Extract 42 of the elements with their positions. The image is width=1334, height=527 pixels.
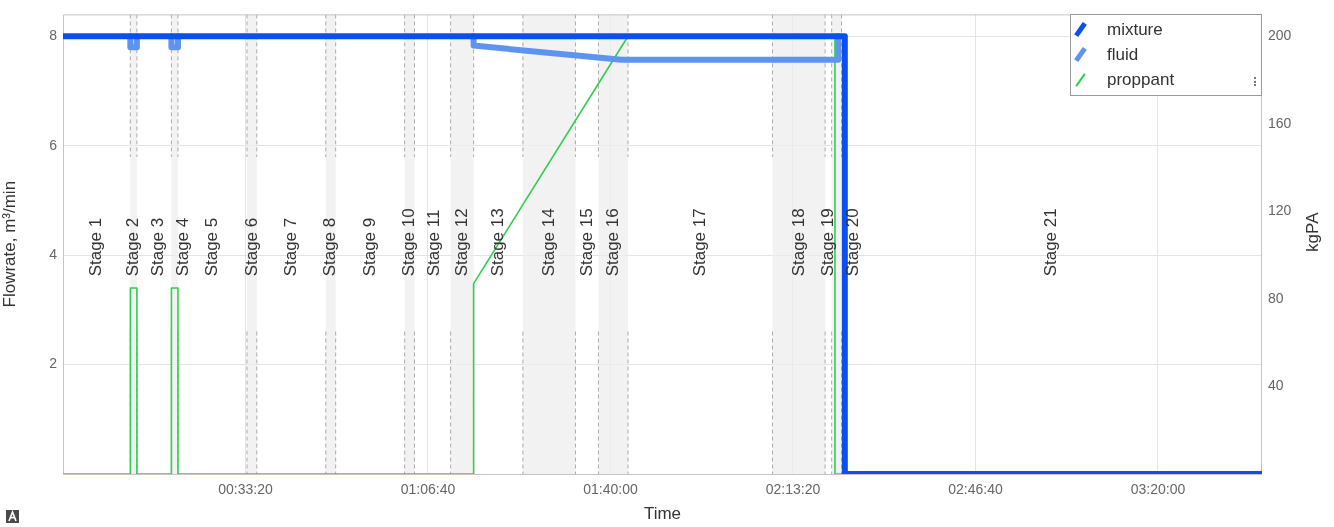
band-label: Stage 6 xyxy=(241,217,261,277)
y-tick-label: 8 xyxy=(49,27,58,44)
y2-tick-label: 160 xyxy=(1268,114,1292,131)
x-tick-label: 01:40:00 xyxy=(583,481,638,498)
y2-tick-label: 200 xyxy=(1268,27,1292,44)
x-axis-title: Time xyxy=(643,504,682,524)
annotation: Stage 13 xyxy=(487,208,507,277)
x-tick-label: 02:13:20 xyxy=(765,481,821,498)
annotation: Stage 17 xyxy=(689,208,709,277)
band-label: Stage 16 xyxy=(602,208,622,277)
annotation: Stage 11 xyxy=(424,209,444,277)
band-label: Stage 10 xyxy=(399,208,419,277)
band-label: Stage 12 xyxy=(451,208,471,277)
y-tick-label: 2 xyxy=(49,355,58,372)
annotation: Stage 21 xyxy=(1041,208,1061,277)
x-tick-label: 01:06:40 xyxy=(400,481,456,498)
y2-axis-title: kgPA xyxy=(1302,211,1322,252)
band-label: Stage 2 xyxy=(123,217,143,277)
band-label: Stage 14 xyxy=(538,208,558,277)
band-label: Stage 20 xyxy=(843,208,863,277)
band-label: Stage 8 xyxy=(320,217,340,277)
y2-tick-label: 80 xyxy=(1268,289,1284,306)
legend-label: proppant xyxy=(1107,69,1175,90)
y2-tick-label: 120 xyxy=(1268,202,1292,219)
band-label: Stage 18 xyxy=(788,208,808,277)
legend-label: fluid xyxy=(1107,44,1139,65)
x-tick-label: 02:46:40 xyxy=(948,481,1003,498)
annotation: Stage 9 xyxy=(359,217,379,277)
annotation: Stage 7 xyxy=(280,217,300,277)
legend-label: mixture xyxy=(1107,19,1163,40)
y2-tick-label: 40 xyxy=(1268,377,1284,394)
y-axis-title: Flowrate, m³/min xyxy=(0,180,19,308)
y-tick-label: 4 xyxy=(49,246,58,262)
y-tick-label: 6 xyxy=(49,136,58,153)
annotation: Stage 15 xyxy=(576,208,596,277)
annotation: Stage 3 xyxy=(148,217,168,277)
annotation: Stage 1 xyxy=(86,217,106,277)
band-label: Stage 4 xyxy=(173,217,193,277)
x-tick-label: 03:20:00 xyxy=(1130,481,1186,498)
annotation: Stage 5 xyxy=(202,217,222,277)
annotation: Stage 19 xyxy=(818,208,838,277)
x-tick-label: 00:33:20 xyxy=(218,481,273,498)
